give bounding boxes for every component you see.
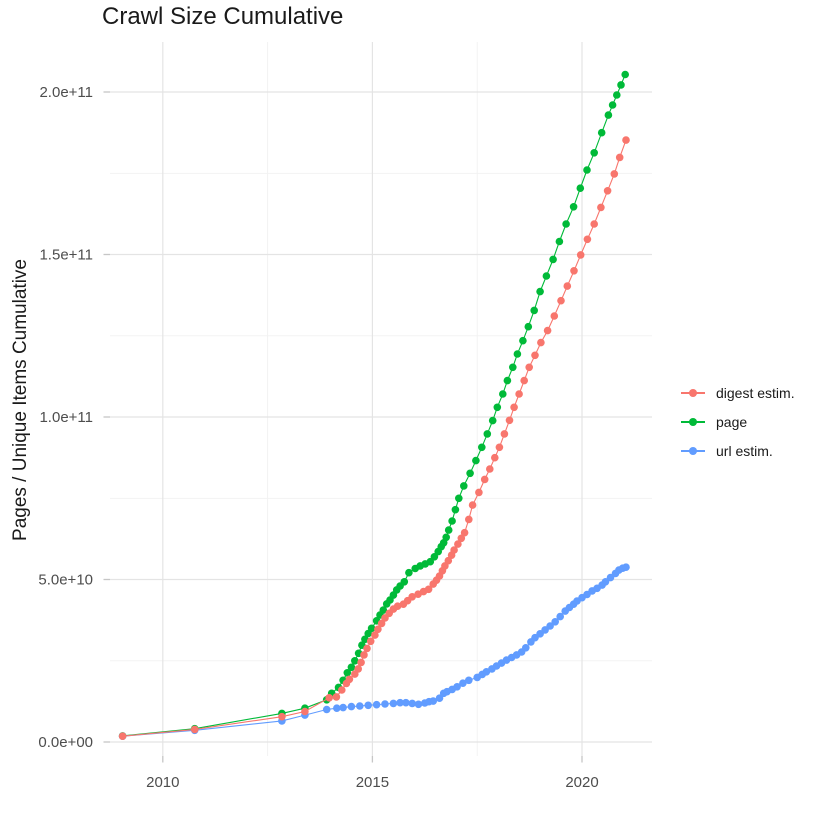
y-axis-title: Pages / Unique Items Cumulative <box>10 259 31 541</box>
svg-text:2010: 2010 <box>146 774 179 791</box>
svg-text:5.0e+10: 5.0e+10 <box>38 572 93 589</box>
axis-tick-marks <box>103 91 583 763</box>
gridlines-major <box>110 42 652 756</box>
legend-label-url-estim: url estim. <box>716 442 773 459</box>
y-tick-labels: 0.0e+00 5.0e+10 1.0e+11 1.5e+11 2.0e+11 <box>38 84 93 751</box>
x-tick-labels: 2010 2015 2020 <box>146 774 599 791</box>
gridlines-minor <box>110 42 652 756</box>
svg-text:1.5e+11: 1.5e+11 <box>39 247 93 264</box>
legend: digest estim. page url estim. <box>681 378 795 465</box>
legend-label-digest-estim: digest estim. <box>716 384 795 401</box>
chart-title: Crawl Size Cumulative <box>102 3 344 30</box>
legend-key-page-icon <box>681 417 705 427</box>
svg-text:1.0e+11: 1.0e+11 <box>39 409 93 426</box>
series-digest-estim <box>118 136 630 740</box>
legend-label-page: page <box>716 413 748 430</box>
legend-item-url-estim: url estim. <box>681 436 795 465</box>
svg-text:0.0e+00: 0.0e+00 <box>38 734 93 751</box>
svg-text:2.0e+11: 2.0e+11 <box>39 84 93 101</box>
legend-item-page: page <box>681 407 795 436</box>
legend-key-url-estim-icon <box>681 446 705 456</box>
legend-key-digest-estim-icon <box>681 388 705 398</box>
svg-text:2020: 2020 <box>565 774 598 791</box>
legend-item-digest-estim: digest estim. <box>681 378 795 407</box>
series-url-estim <box>118 563 630 740</box>
svg-text:2015: 2015 <box>356 774 389 791</box>
